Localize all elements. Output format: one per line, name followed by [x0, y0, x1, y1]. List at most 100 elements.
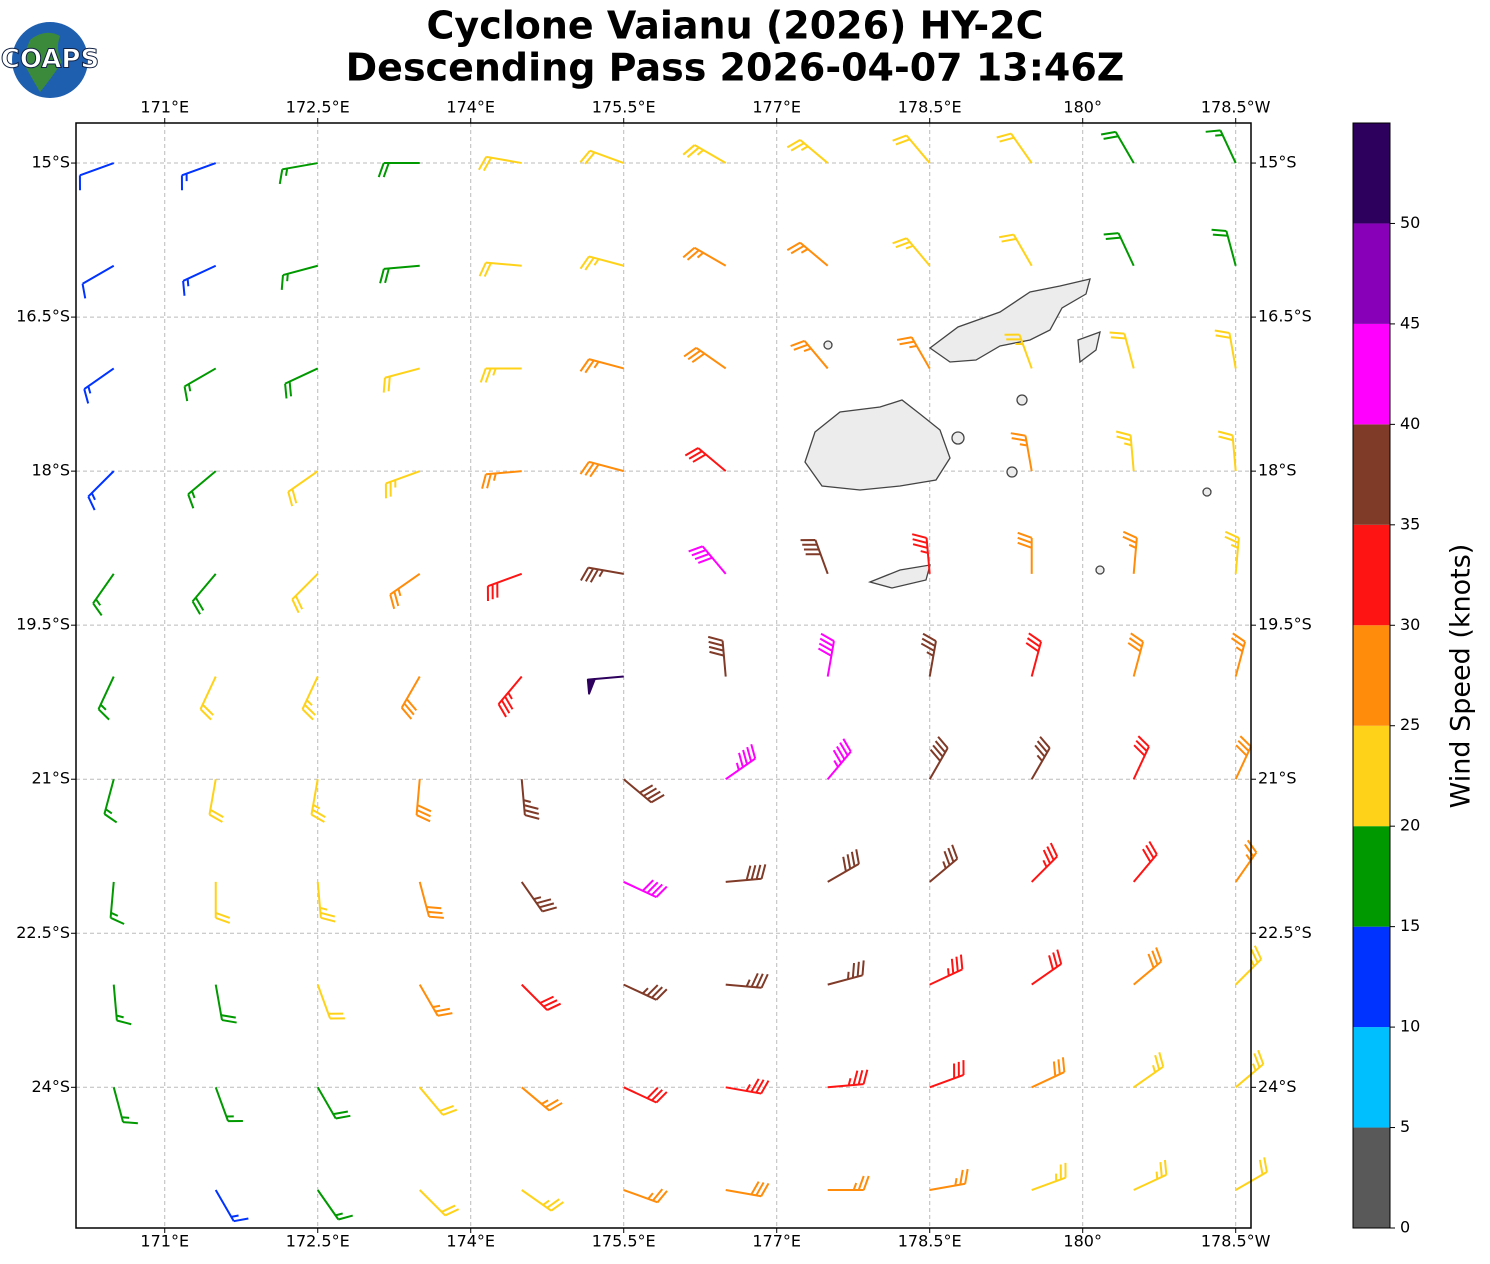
y-tick-label: 21°S: [31, 769, 70, 788]
wind-barb: [1133, 947, 1163, 986]
wind-barb: [1234, 839, 1258, 883]
x-tick-label: 174°E: [446, 1232, 495, 1251]
x-tick-label: 178.5°E: [898, 1232, 962, 1251]
wind-barb: [1122, 530, 1138, 574]
wind-barb: [623, 983, 668, 1001]
chart-title: Cyclone Vaianu (2026) HY-2C: [427, 4, 1044, 48]
x-tick-label: 177°E: [752, 1232, 801, 1251]
wind-barb: [1211, 228, 1237, 267]
wind-barb: [896, 336, 931, 369]
wind-barb: [316, 1086, 351, 1120]
island: [1095, 565, 1105, 575]
wind-barb: [725, 743, 757, 781]
wind-barb: [284, 367, 319, 399]
wind-barb: [725, 864, 767, 883]
wind-barb: [316, 1189, 353, 1221]
wind-barb: [400, 676, 421, 720]
y-tick-label: 18°S: [1258, 461, 1297, 480]
colorbar-frame: [1352, 122, 1391, 1229]
wind-barb: [479, 367, 522, 383]
wind-barb: [683, 346, 727, 370]
colorbar-segment: [1353, 123, 1390, 224]
y-tick-label: 16.5°S: [16, 307, 70, 326]
wind-barb: [486, 572, 523, 602]
wind-barb: [1017, 531, 1033, 574]
wind-barb: [786, 139, 829, 164]
logo-text: COAPS: [1, 45, 99, 75]
wind-barb: [278, 162, 318, 185]
wind-barb: [623, 778, 665, 804]
wind-barb: [377, 162, 420, 178]
wind-barb: [1025, 632, 1042, 677]
wind-barb: [199, 676, 217, 721]
wind-barb: [1031, 842, 1059, 883]
colorbar-label: Wind Speed (knots): [1446, 544, 1477, 809]
colorbar-tick-label: 0: [1400, 1218, 1410, 1237]
wind-barb: [827, 1175, 870, 1191]
wind-barb: [929, 844, 959, 883]
colorbar-tick-label: 50: [1400, 213, 1420, 232]
wind-barb: [586, 675, 624, 695]
colorbar-tick-label: 30: [1400, 615, 1420, 634]
wind-barb: [1205, 129, 1237, 164]
wind-barb: [1224, 530, 1240, 574]
island: [928, 278, 1091, 363]
island: [823, 340, 833, 350]
colorbar-tick-label: 15: [1400, 916, 1420, 935]
y-tick-label: 24°S: [1258, 1077, 1297, 1096]
x-tick-label: 175.5°E: [592, 1232, 656, 1251]
wind-barb: [418, 984, 453, 1017]
wind-barb: [1214, 329, 1237, 369]
wind-barb: [379, 264, 420, 284]
wind-barb: [929, 954, 964, 986]
x-tick-label: 177°E: [752, 98, 801, 117]
wind-barb: [97, 676, 115, 721]
wind-barb: [182, 264, 217, 296]
y-tick-label: 22.5°S: [1258, 923, 1312, 942]
wind-barb: [180, 162, 217, 191]
wind-barb: [384, 470, 421, 499]
wind-barb: [579, 149, 625, 165]
colorbar-segment: [1353, 826, 1390, 927]
wind-barb: [579, 460, 624, 478]
x-tick-label: 178.5°W: [1201, 98, 1271, 117]
wind-barb: [112, 984, 132, 1026]
wind-barb: [521, 1189, 564, 1212]
colorbar-segment: [1353, 1127, 1390, 1228]
wind-barb: [1109, 331, 1135, 369]
x-tick-label: 172.5°E: [286, 1232, 350, 1251]
wind-barb: [684, 447, 727, 472]
wind-barb: [497, 675, 523, 718]
wind-barb: [214, 1086, 243, 1123]
island: [1202, 487, 1212, 497]
y-tick-label: 21°S: [1258, 769, 1297, 788]
y-tick-label: 22.5°S: [16, 923, 70, 942]
colorbar-tick-label: 10: [1400, 1017, 1420, 1036]
wind-barb: [623, 1086, 668, 1104]
wind-barb: [827, 849, 860, 883]
wind-barb: [81, 264, 115, 299]
wind-barb: [310, 779, 326, 823]
wind-barb: [1100, 130, 1135, 164]
island: [867, 564, 931, 589]
wind-barb: [1031, 949, 1063, 986]
chart-subtitle: Descending Pass 2026-04-07 13:46Z: [346, 46, 1125, 90]
wind-barb: [1133, 1159, 1168, 1191]
wind-barb: [998, 233, 1033, 267]
wind-barb: [892, 237, 931, 267]
wind-barb: [78, 162, 115, 191]
wind-barb: [1127, 632, 1144, 677]
wind-barb: [214, 1189, 249, 1223]
x-tick-label: 172.5°E: [286, 98, 350, 117]
wind-barb: [1230, 632, 1246, 677]
x-tick-label: 180°: [1063, 98, 1102, 117]
colorbar-tick-label: 20: [1400, 816, 1420, 835]
wind-barb: [291, 573, 319, 614]
island: [1077, 330, 1101, 364]
wind-barb: [790, 339, 829, 370]
map-frame: [75, 122, 1252, 1229]
island: [1006, 466, 1018, 478]
wind-barb: [892, 134, 931, 164]
wind-barb: [83, 367, 115, 404]
